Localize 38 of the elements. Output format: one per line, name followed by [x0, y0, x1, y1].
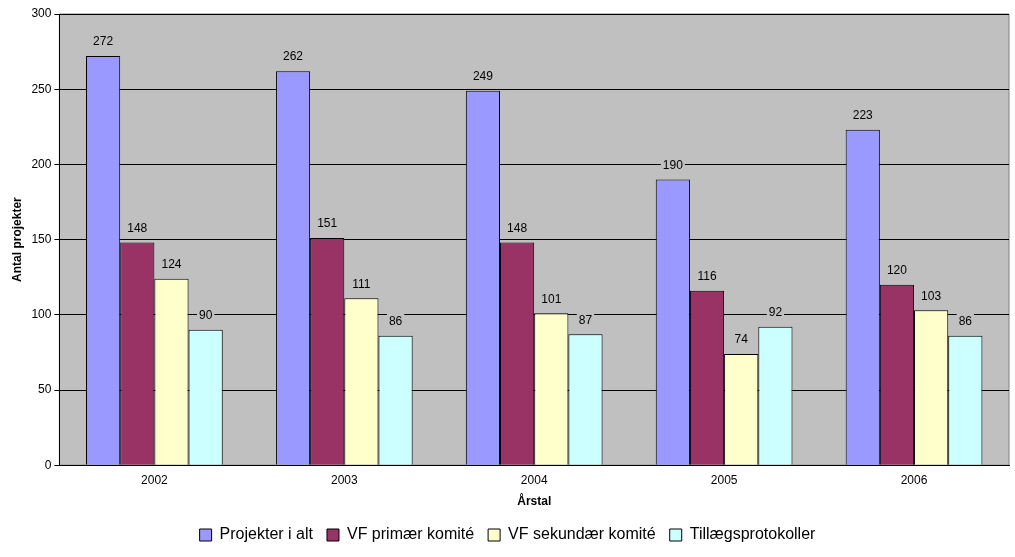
data-label: 148: [507, 220, 528, 235]
y-tick-label: 200: [31, 156, 52, 171]
data-label: 87: [578, 312, 593, 327]
legend-label: Projekter i alt: [219, 525, 314, 543]
data-label: 190: [662, 157, 684, 172]
x-tick-label: 2002: [141, 472, 169, 487]
data-label: 111: [352, 276, 371, 291]
data-label: 151: [317, 216, 338, 231]
legend-label: VF sekundær komité: [508, 525, 656, 543]
y-tick-label: 300: [31, 6, 52, 21]
data-label: 120: [886, 263, 908, 278]
y-tick-label: 100: [31, 307, 52, 322]
data-label: 86: [388, 314, 403, 329]
data-label: 74: [734, 332, 749, 347]
legend-label: Tillægsprotokoller: [689, 525, 817, 543]
data-label: 249: [472, 69, 494, 84]
x-axis-title: Årstal: [517, 493, 552, 509]
y-tick-label: 250: [31, 81, 52, 96]
data-label: 101: [541, 291, 562, 306]
x-tick-label: 2003: [330, 472, 358, 487]
data-label: 262: [283, 49, 304, 64]
y-tick-label: 0: [44, 457, 52, 472]
data-label: 124: [161, 257, 182, 272]
x-tick-label: 2004: [520, 472, 548, 487]
data-label: 272: [93, 34, 114, 49]
y-tick-label: 150: [31, 231, 52, 246]
data-label: 223: [852, 108, 874, 123]
data-label: 90: [198, 308, 213, 323]
x-tick-label: 2005: [710, 472, 738, 487]
data-label: 148: [127, 220, 148, 235]
x-tick-label: 2006: [900, 472, 928, 487]
data-label: 92: [768, 305, 783, 320]
data-label: 103: [921, 288, 942, 303]
legend-label: VF primær komité: [346, 525, 475, 543]
y-tick-label: 50: [38, 382, 52, 397]
data-label: 86: [958, 314, 973, 329]
y-axis-title: Antal projekter: [9, 196, 24, 282]
data-label: 116: [697, 269, 717, 284]
